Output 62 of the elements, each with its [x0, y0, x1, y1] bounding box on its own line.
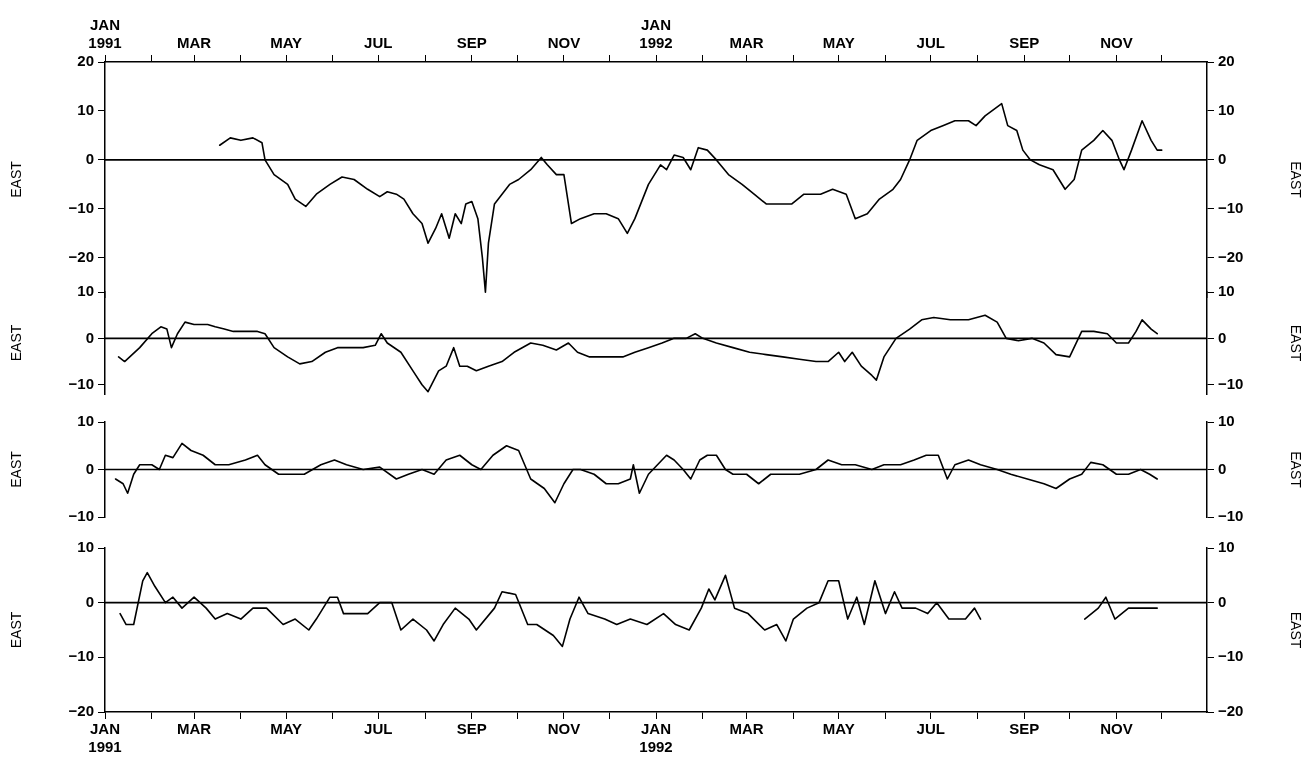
y2-tick-label: −20 [1218, 702, 1244, 720]
y2-axis-title: EAST [1287, 611, 1304, 649]
y2-tick-label: 10 [1218, 412, 1235, 430]
y-axis-title: EAST [8, 160, 25, 198]
y-axis-title: EAST [8, 611, 25, 649]
y2-axis-title: EAST [1287, 324, 1304, 362]
x-tick-label: MAY [270, 720, 303, 738]
x-tick-label: NOV [547, 720, 581, 738]
y-tick-label: −10 [68, 507, 94, 525]
x-tick-label: SEP [1009, 720, 1040, 738]
x-tick-label: MAR [729, 720, 764, 738]
y2-tick-label: 10 [1218, 101, 1235, 119]
x-tick-label: NOV [1100, 720, 1133, 738]
x-tick-label: MAR [176, 720, 212, 738]
y2-tick-label: −10 [1218, 507, 1244, 525]
x-tick-label: SEP [456, 720, 487, 738]
y2-tick-label: −10 [1218, 374, 1244, 392]
x2-tick-label: MAY [270, 34, 303, 52]
y2-axis-title: EAST [1287, 451, 1304, 489]
y-tick-label: −10 [68, 374, 94, 392]
x2-tick-label: NOV [1100, 34, 1133, 52]
x2-tick-label: SEP [1009, 34, 1040, 52]
y2-tick-label: 0 [1218, 592, 1227, 610]
y2-tick-label: 10 [1218, 538, 1235, 556]
x-tick-label: MAY [822, 720, 855, 738]
y-tick-label: 0 [85, 592, 94, 610]
y2-tick-label: 0 [1218, 328, 1227, 346]
x2-tick-label: JUL [364, 34, 393, 52]
y-axis-title: EAST [8, 450, 25, 488]
y2-tick-label: 0 [1218, 150, 1227, 168]
y-tick-label: 10 [77, 282, 94, 300]
y-tick-label: 0 [85, 328, 94, 346]
x2-tick-label: MAY [822, 34, 855, 52]
y2-axis-title: EAST [1287, 161, 1304, 199]
y2-tick-label: −10 [1218, 199, 1244, 217]
y-tick-label: 10 [77, 101, 94, 119]
x2-tick-label: MAR [176, 34, 212, 52]
x2-tick-label: JAN 1992 [639, 16, 673, 52]
x2-tick-label: NOV [547, 34, 581, 52]
y-tick-label: 10 [77, 412, 94, 430]
y2-tick-label: −10 [1218, 647, 1244, 665]
x2-tick-label: JUL [916, 34, 945, 52]
x-tick-label: JUL [916, 720, 945, 738]
y2-tick-label: 10 [1218, 282, 1235, 300]
y-tick-label: 10 [77, 538, 94, 556]
x2-tick-label: SEP [456, 34, 487, 52]
y-axis-title: EAST [8, 324, 25, 362]
y2-tick-label: 20 [1218, 52, 1235, 70]
x-tick-label: JUL [364, 720, 393, 738]
y-tick-label: 20 [77, 52, 94, 70]
x-tick-label: JAN 1992 [639, 720, 673, 756]
y2-tick-label: −20 [1218, 247, 1244, 265]
x2-tick-label: JAN 1991 [88, 16, 122, 52]
y-tick-label: −10 [68, 199, 94, 217]
y-tick-label: 0 [85, 459, 94, 477]
x-tick-label: JAN 1991 [88, 720, 122, 756]
y-tick-label: −20 [68, 702, 94, 720]
y-tick-label: 0 [85, 150, 94, 168]
y-tick-label: −10 [68, 647, 94, 665]
y2-tick-label: 0 [1218, 459, 1227, 477]
y-tick-label: −20 [68, 247, 94, 265]
x2-tick-label: MAR [729, 34, 764, 52]
